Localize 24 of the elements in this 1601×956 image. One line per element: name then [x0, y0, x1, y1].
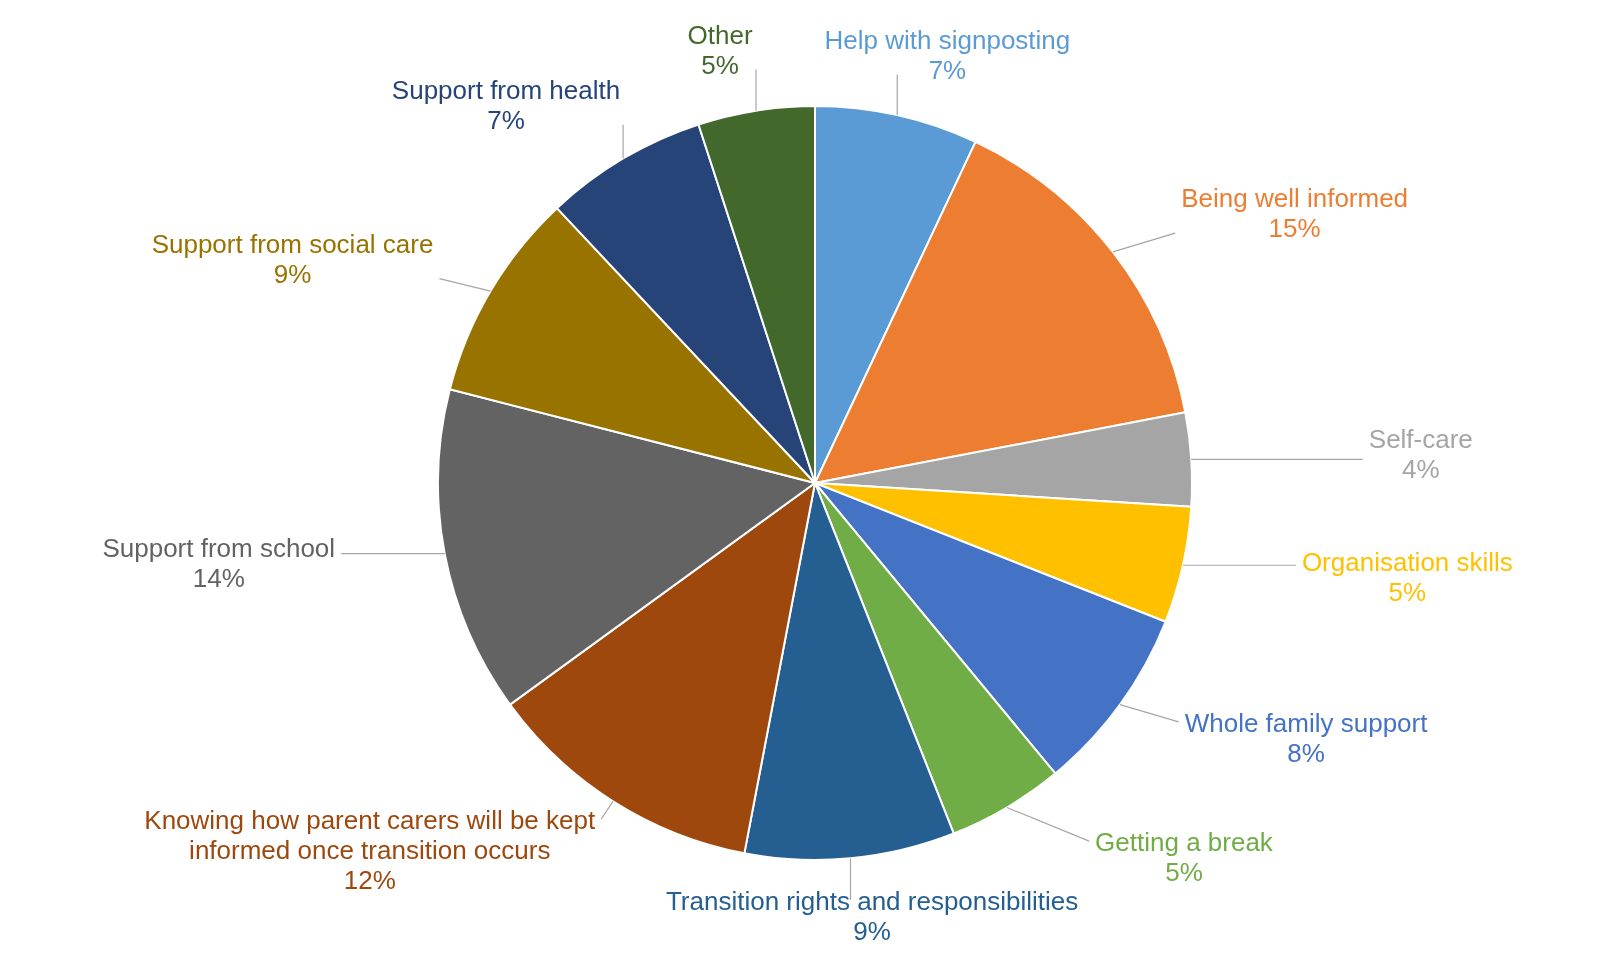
data-label: 7% [487, 105, 525, 136]
slice-label: Support from health [391, 75, 621, 106]
slice-label: Knowing how parent carers will be kept informed once transition occurs [144, 805, 596, 866]
data-label: 14% [192, 563, 245, 594]
data-label: 5% [1165, 857, 1203, 888]
slice-label: Help with signposting [824, 24, 1071, 55]
slice-label: Getting a break [1095, 827, 1274, 858]
slice-label: Whole family support [1184, 708, 1429, 739]
slice-label: Being well informed [1181, 183, 1409, 214]
slice-label: Other [687, 19, 753, 50]
slice-label: Support from social care [151, 228, 434, 259]
data-label: 4% [1402, 453, 1440, 484]
data-label: 9% [853, 916, 891, 947]
slice-label: Self-care [1368, 423, 1473, 454]
data-label: 7% [928, 54, 967, 85]
data-label: 5% [1388, 576, 1427, 607]
slice-label: Organisation skills [1301, 546, 1513, 577]
data-label: 5% [701, 49, 739, 80]
data-label: 9% [273, 258, 312, 289]
data-label: 15% [1268, 213, 1321, 244]
data-label: 12% [343, 865, 396, 896]
slice-label: Support from school [102, 533, 336, 564]
slice-label: Transition rights and responsibilities [665, 886, 1079, 917]
data-label: 8% [1287, 738, 1325, 769]
